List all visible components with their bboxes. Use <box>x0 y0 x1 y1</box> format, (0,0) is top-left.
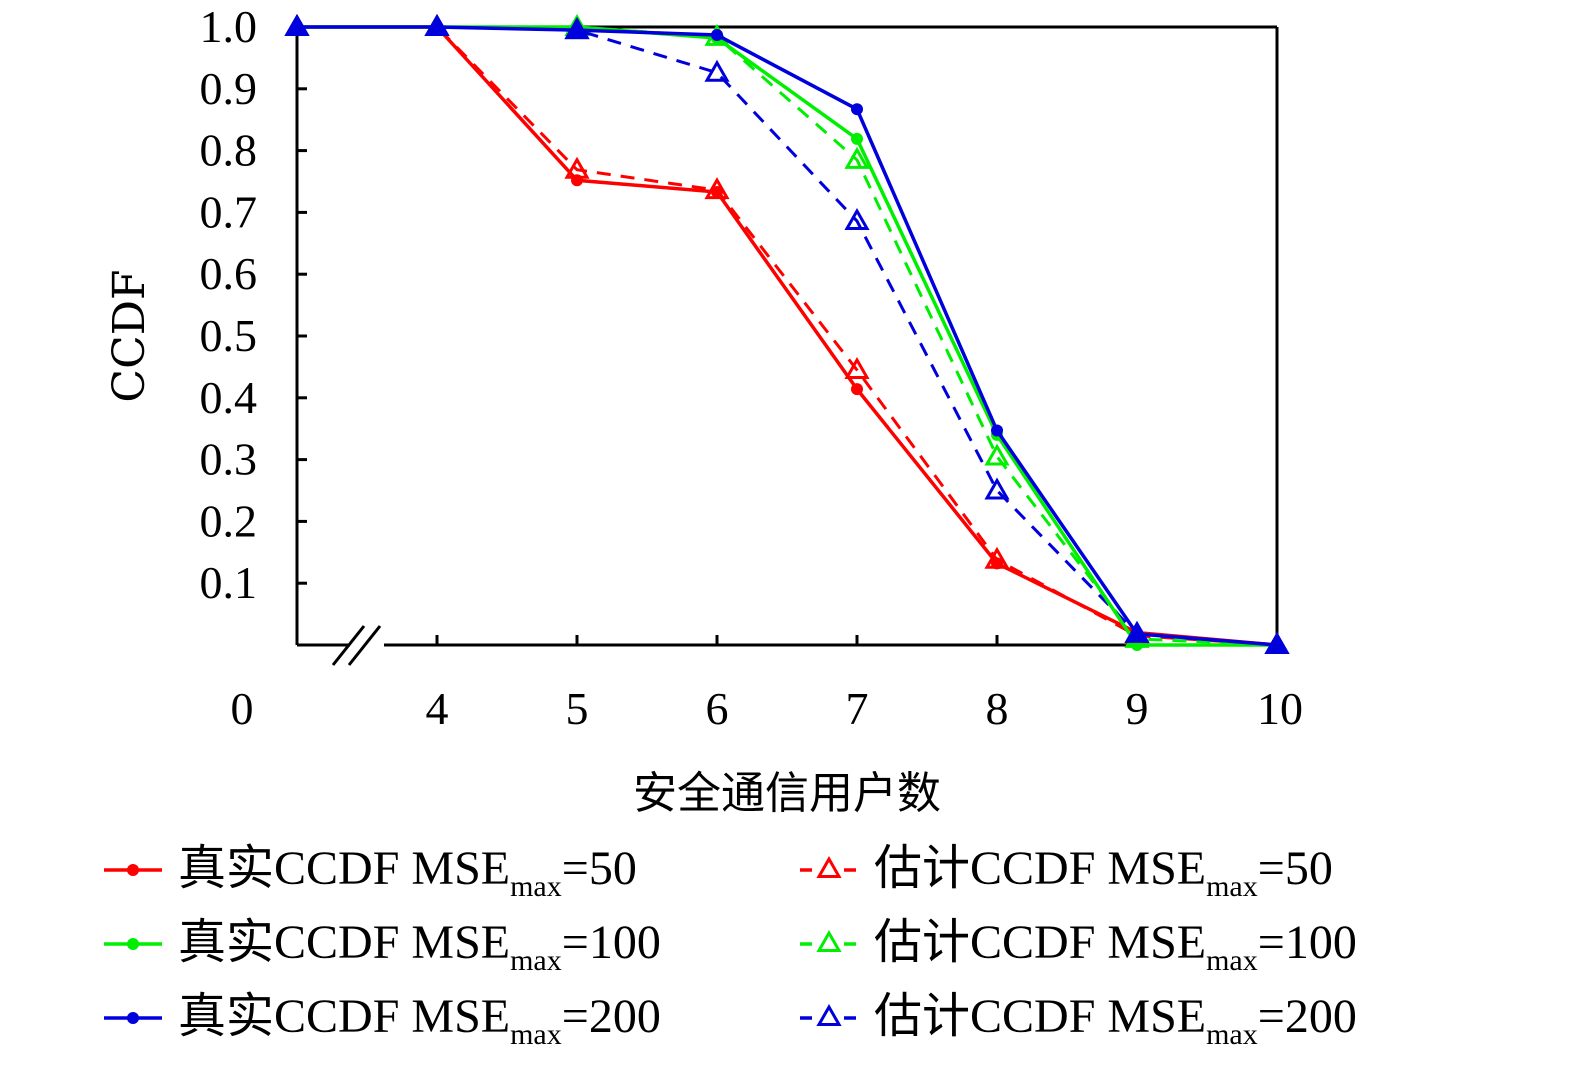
axis-break-gap <box>350 641 384 649</box>
series-1 <box>291 21 1283 651</box>
legend-item: 真实CCDF MSEmax=100 <box>104 916 661 977</box>
data-point-triangle <box>844 146 870 169</box>
data-point-triangle <box>1124 620 1150 643</box>
series-line <box>297 25 1278 647</box>
series-line <box>297 25 1278 647</box>
data-point-dot <box>851 103 863 116</box>
x-tick-label: 0 <box>231 683 254 734</box>
series-layer <box>284 13 1290 654</box>
y-tick-label: 0.1 <box>200 557 258 608</box>
data-point-triangle <box>564 17 590 40</box>
legend-label: 真实CCDF MSEmax=100 <box>178 916 661 977</box>
data-point-triangle <box>816 855 842 878</box>
y-axis-title: CCDF <box>104 269 155 402</box>
series-line <box>297 25 1278 647</box>
legend-label: 真实CCDF MSEmax=50 <box>178 842 637 903</box>
data-point-triangle <box>816 929 842 952</box>
data-point-triangle <box>284 13 310 36</box>
x-tick-label: 6 <box>706 683 729 734</box>
y-tick-label: 0.4 <box>200 372 258 423</box>
data-point-triangle <box>1264 631 1290 654</box>
legend-item: 估计CCDF MSEmax=50 <box>800 842 1333 903</box>
legend-item: 估计CCDF MSEmax=100 <box>800 916 1357 977</box>
axis-break-mark <box>331 625 366 666</box>
data-point-dot <box>991 557 1003 570</box>
x-axis-title: 安全通信用户数 <box>633 768 941 819</box>
x-tick-label: 10 <box>1257 683 1303 734</box>
series-line <box>297 25 1278 647</box>
legend-label: 估计CCDF MSEmax=100 <box>874 916 1357 977</box>
axes <box>295 25 1279 666</box>
data-point-dot <box>127 1012 139 1024</box>
legend-label: 估计CCDF MSEmax=50 <box>874 842 1333 903</box>
data-point-dot <box>571 174 583 187</box>
legend-label: 真实CCDF MSEmax=200 <box>178 990 661 1051</box>
y-tick-label: 0.9 <box>200 63 258 114</box>
data-point-dot <box>711 186 723 199</box>
legend-item: 估计CCDF MSEmax=200 <box>800 990 1357 1051</box>
data-point-triangle <box>424 13 450 36</box>
y-tick-label: 0.2 <box>200 495 258 546</box>
series-2 <box>291 21 1283 651</box>
series-5 <box>284 13 1290 654</box>
y-tick-label: 0.8 <box>200 125 258 176</box>
series-line <box>297 25 1278 647</box>
y-tick-label: 1.0 <box>200 1 258 52</box>
y-tick-label: 0.7 <box>200 186 258 237</box>
x-tick-label: 5 <box>566 683 589 734</box>
legend-item: 真实CCDF MSEmax=50 <box>104 842 637 903</box>
y-tick-label: 0.3 <box>200 434 258 485</box>
series-3 <box>284 13 1290 654</box>
data-point-dot <box>127 864 139 876</box>
tick-labels: 0.1 0.2 0.3 0.4 0.5 0.6 0.7 0.8 0.9 1.0 0 4 5 6 7 8 9 10 <box>200 1 1304 734</box>
series-line <box>297 25 1277 647</box>
y-tick-label: 0.5 <box>200 310 258 361</box>
series-4 <box>284 13 1290 654</box>
axis-break-mark <box>347 625 382 666</box>
legend-item: 真实CCDF MSEmax=200 <box>104 990 661 1051</box>
x-tick-label: 7 <box>846 683 869 734</box>
data-point-triangle <box>844 356 870 379</box>
series-0 <box>291 21 1283 651</box>
legend: 真实CCDF MSEmax=50 真实CCDF MSEmax=100 真实CCDF … <box>104 842 1357 1051</box>
x-tick-label: 4 <box>426 683 449 734</box>
data-point-dot <box>991 424 1003 437</box>
data-point-triangle <box>984 477 1010 500</box>
overlay-markers <box>284 13 1290 654</box>
data-point-triangle <box>844 208 870 231</box>
data-point-dot <box>851 383 863 396</box>
data-point-triangle <box>816 1003 842 1026</box>
data-point-dot <box>851 132 863 145</box>
y-tick-label: 0.6 <box>200 248 258 299</box>
data-point-triangle <box>984 443 1010 466</box>
data-point-triangle <box>704 59 730 82</box>
x-tick-label: 8 <box>986 683 1009 734</box>
data-point-dot <box>127 938 139 950</box>
x-tick-label: 9 <box>1126 683 1149 734</box>
legend-label: 估计CCDF MSEmax=200 <box>874 990 1357 1051</box>
data-point-dot <box>711 29 723 42</box>
